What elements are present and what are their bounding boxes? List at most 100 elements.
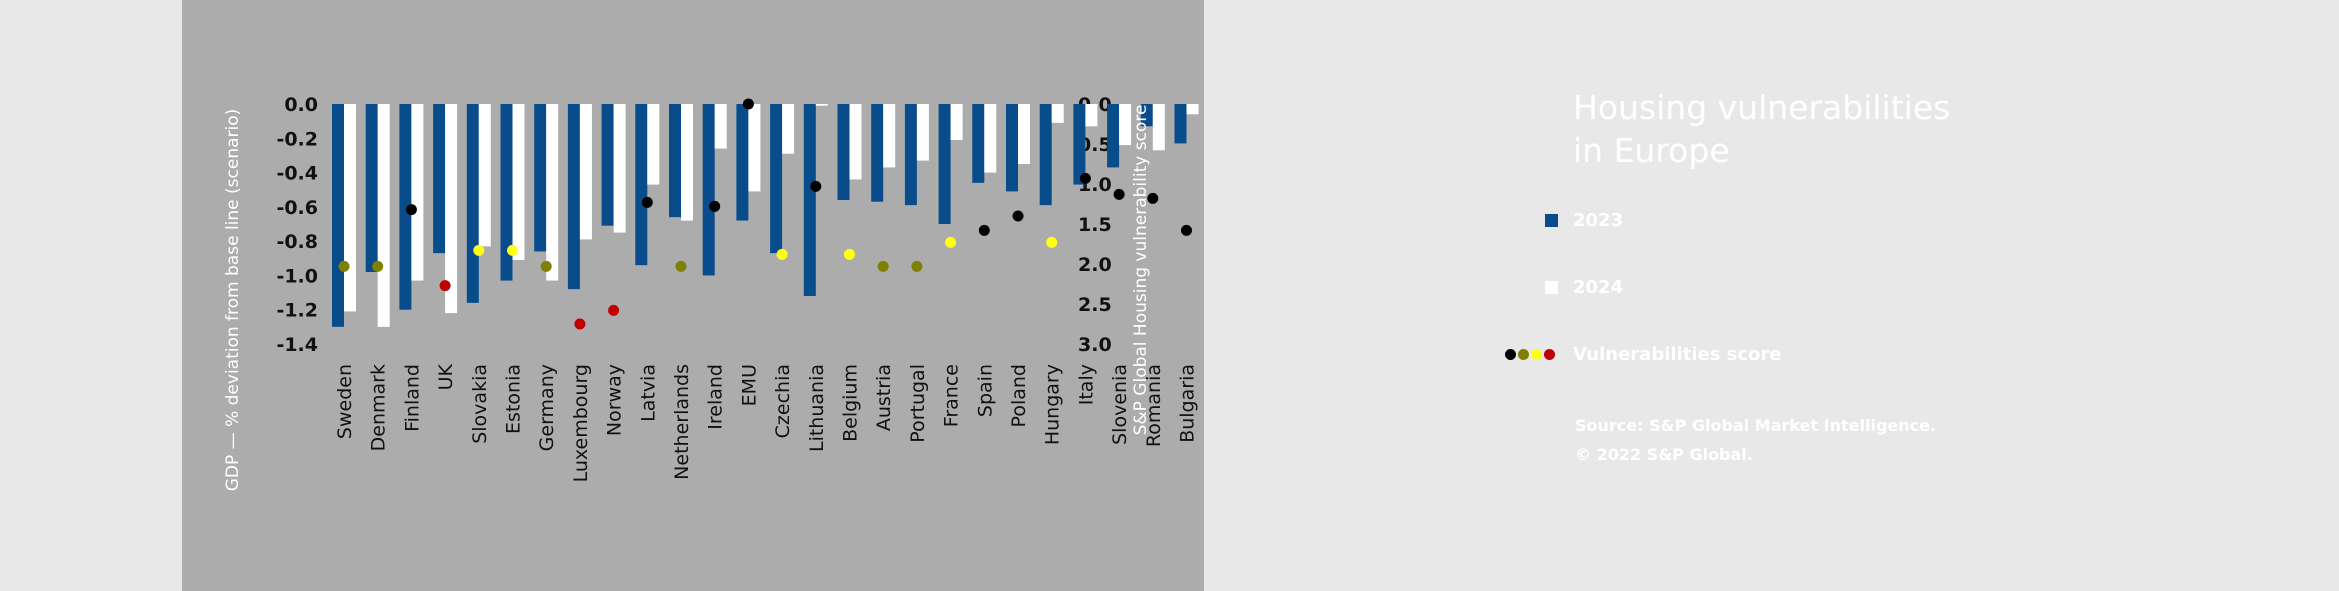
category-label-hungary: Hungary (1042, 364, 1064, 445)
score-dot-poland (1012, 210, 1024, 222)
score-dot-bulgaria (1181, 224, 1192, 236)
score-dots-group (338, 98, 1192, 330)
score-dot-netherlands (675, 260, 687, 272)
score-dot-denmark (372, 260, 384, 272)
bar-2024-ireland (714, 104, 727, 149)
bar-2024-uk (445, 104, 458, 314)
category-label-ireland: Ireland (705, 364, 727, 430)
y-axis-title: GDP — % deviation from base line (scenar… (223, 109, 243, 492)
y2-tick-label: 2.5 (1078, 294, 1112, 316)
y2-tick-label: 3.0 (1078, 334, 1112, 356)
score-dot-luxembourg (574, 318, 586, 330)
score-dot-finland (405, 204, 417, 216)
chart-title: Housing vulnerabilities in Europe (1573, 86, 1993, 172)
bar-2024-latvia (647, 104, 660, 185)
bar-2023-finland (399, 104, 412, 310)
bar-2023-bulgaria (1174, 104, 1187, 144)
category-label-austria: Austria (873, 364, 895, 431)
score-dot-spain (978, 224, 990, 236)
bar-2024-czechia (782, 104, 795, 154)
bar-2023-italy (1073, 104, 1086, 185)
source-line: Source: S&P Global Market Intelligence. (1575, 416, 1937, 435)
chart-title-line-2: in Europe (1573, 131, 1730, 170)
bar-2023-emu (736, 104, 749, 221)
bar-2023-estonia (500, 104, 513, 281)
score-dot-slovakia (473, 244, 485, 256)
bar-2023-france (938, 104, 951, 224)
score-dot-emu (742, 98, 754, 110)
bar-2023-spain (972, 104, 985, 183)
score-dot-uk (439, 280, 451, 292)
score-dot-romania (1147, 192, 1159, 204)
score-dot-czechia (776, 248, 788, 260)
score-dot-norway (608, 304, 620, 316)
copyright-line: © 2022 S&P Global. (1575, 445, 1753, 464)
bar-2024-estonia (512, 104, 525, 260)
score-dot-france (945, 236, 957, 248)
y-tick-label: -0.6 (276, 197, 318, 219)
bar-2023-germany (534, 104, 547, 252)
chart-title-line-1: Housing vulnerabilities (1573, 88, 1951, 127)
bar-2023-netherlands (669, 104, 681, 218)
legend-swatch-2023 (1545, 214, 1558, 227)
y-tick-label: -1.4 (276, 334, 318, 356)
y-tick-label: -1.2 (276, 300, 318, 322)
bar-2024-spain (984, 104, 997, 173)
category-label-netherlands: Netherlands (671, 364, 693, 480)
bar-2024-denmark (377, 104, 390, 327)
bar-2024-poland (1018, 104, 1030, 164)
y-tick-label: -0.4 (276, 163, 318, 185)
y2-axis-title: S&P Global Housing vulnerability score (1131, 105, 1151, 436)
y-tick-label: -1.0 (276, 265, 318, 287)
bar-2024-finland (411, 104, 424, 281)
bar-2024-portugal (916, 104, 929, 161)
category-labels: Sweden Denmark Finland UK Slovakia Estonia Ger… (334, 363, 1199, 482)
chart-svg: 0.0 -0.2 -0.4 -0.6 -0.8 -1.0 -1.2 -1.4 0.0 0.5 1.… (223, 94, 1199, 492)
score-dot-italy (1079, 172, 1091, 184)
bar-2023-lithuania (803, 104, 816, 296)
score-dot-sweden (338, 260, 350, 272)
bar-2023-denmark (365, 104, 378, 272)
bar-2023-ireland (702, 104, 715, 276)
bar-2024-romania (1152, 104, 1165, 151)
bar-2024-slovenia (1119, 104, 1132, 146)
score-dot-belgium (844, 248, 855, 260)
category-label-slovenia: Slovenia (1109, 364, 1131, 445)
category-label-luxembourg: Luxembourg (570, 364, 592, 482)
bar-2024-belgium (849, 104, 862, 180)
bar-2023-norway (601, 104, 614, 226)
category-label-lithuania: Lithuania (806, 364, 828, 452)
bars-group (332, 104, 1199, 327)
bar-2024-hungary (1051, 104, 1064, 123)
bar-2024-austria (883, 104, 896, 168)
category-label-romania: Romania (1143, 364, 1165, 447)
y-tick-label: -0.2 (276, 128, 318, 150)
score-dot-lithuania (810, 180, 822, 192)
y2-tick-label: 1.5 (1078, 214, 1112, 236)
legend-dot-olive (1518, 349, 1529, 360)
bar-2023-romania (1140, 104, 1153, 127)
legend-label-2024: 2024 (1573, 277, 1624, 298)
legend-swatch-2024 (1545, 281, 1558, 294)
score-dot-slovenia (1113, 188, 1125, 200)
bar-2024-lithuania (815, 104, 828, 106)
category-label-germany: Germany (536, 364, 558, 451)
score-dot-ireland (709, 200, 721, 212)
legend-dot-yellow (1531, 349, 1542, 360)
bar-2024-norway (613, 104, 626, 233)
score-dot-germany (540, 260, 552, 272)
bar-2024-italy (1085, 104, 1098, 127)
bar-2023-slovenia (1107, 104, 1120, 168)
left-axis-ticks: 0.0 -0.2 -0.4 -0.6 -0.8 -1.0 -1.2 -1.4 (276, 94, 318, 356)
score-dot-latvia (641, 196, 653, 208)
category-label-spain: Spain (974, 364, 996, 417)
bar-2024-luxembourg (579, 104, 592, 240)
bar-2023-hungary (1039, 104, 1052, 206)
legend-dot-black (1505, 349, 1516, 360)
bar-2023-czechia (770, 104, 783, 254)
bar-2023-belgium (837, 104, 850, 200)
category-label-finland: Finland (401, 364, 423, 432)
y2-tick-label: 2.0 (1078, 254, 1112, 276)
score-dot-austria (877, 260, 889, 272)
category-label-estonia: Estonia (503, 364, 525, 434)
